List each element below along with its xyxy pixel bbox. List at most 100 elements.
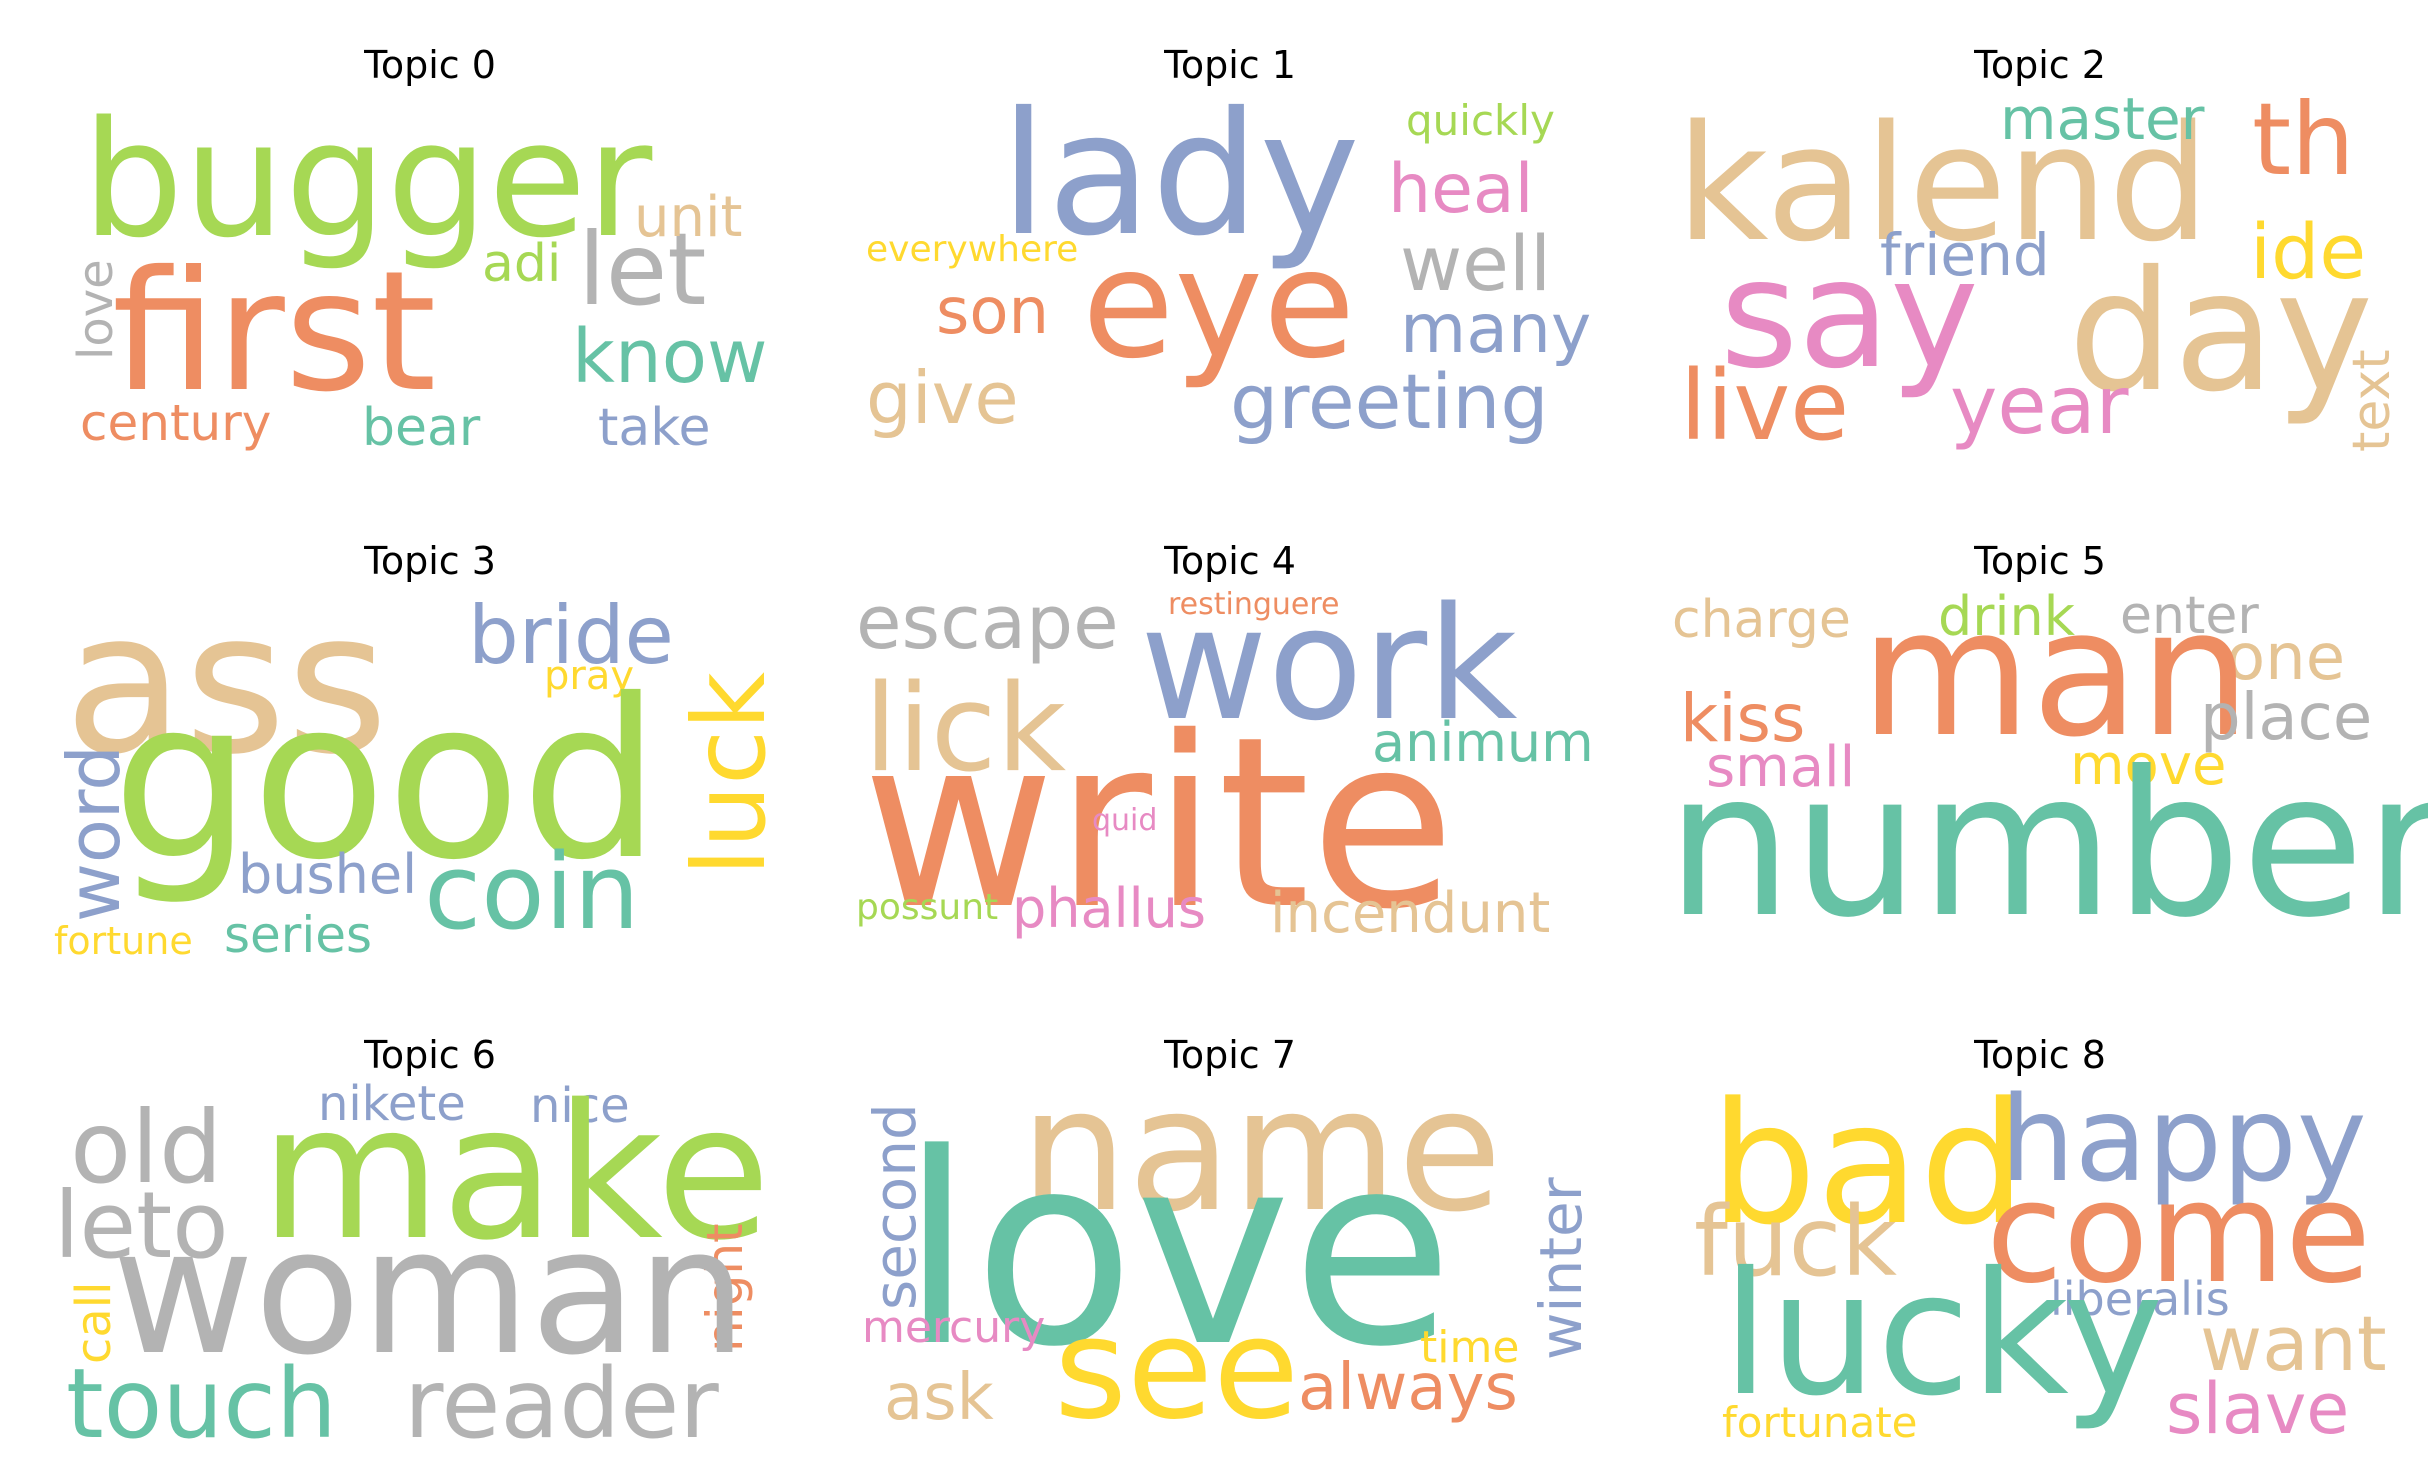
word-woman: woman: [112, 1191, 748, 1394]
word-one: one: [2226, 621, 2346, 695]
panel-title: Topic 8: [1974, 1033, 2106, 1077]
word-always: always: [1298, 1351, 1518, 1425]
wordcloud-topic-8: Topic 8 bad happy fuck come liberalis wa…: [1670, 1036, 2410, 1460]
panel-title: Topic 7: [1164, 1033, 1296, 1077]
word-coin: coin: [424, 831, 640, 953]
word-slave: slave: [2166, 1368, 2350, 1450]
word-place: place: [2200, 681, 2373, 755]
word-want: want: [2200, 1299, 2387, 1388]
word-happy: happy: [2000, 1070, 2367, 1208]
word-day: day: [2068, 236, 2374, 429]
word-nikete: nikete: [318, 1076, 466, 1132]
word-liberalis: liberalis: [2050, 1272, 2230, 1326]
word-time: time: [1420, 1322, 1520, 1373]
word-give: give: [866, 356, 1019, 440]
word-quid: quid: [1092, 803, 1158, 838]
word-ask: ask: [884, 1361, 994, 1435]
word-series: series: [224, 906, 373, 964]
wordcloud-topic-5: Topic 5 charge drink enter one man kiss …: [1666, 542, 2428, 966]
word-eye: eye: [1082, 218, 1356, 392]
word-many: many: [1400, 290, 1592, 369]
word-name: name: [1020, 1052, 1503, 1250]
word-touch: touch: [66, 1348, 337, 1460]
word-know: know: [572, 314, 768, 400]
word-leto: leto: [54, 1172, 229, 1279]
word-number: number: [1666, 729, 2428, 962]
wordcloud-topic-4: Topic 4 escape restinguere work lick ani…: [856, 542, 1600, 966]
wordcloud-topic-0: Topic 0 bugger first let know unit adi l…: [60, 46, 800, 470]
word-luck: luck: [671, 671, 788, 876]
word-nice: nice: [530, 1078, 630, 1134]
word-see: see: [1054, 1288, 1300, 1451]
word-century: century: [80, 394, 272, 452]
word-fortune: fortune: [54, 919, 193, 963]
word-bugger: bugger: [82, 86, 653, 273]
word-fuck: fuck: [1694, 1186, 1898, 1298]
word-ide: ide: [2250, 207, 2367, 296]
word-ass: ass: [64, 570, 389, 798]
word-unit: unit: [634, 185, 743, 250]
word-write: write: [862, 686, 1456, 961]
word-love: love: [68, 259, 124, 360]
panel-title: Topic 5: [1974, 539, 2106, 583]
word-reader: reader: [404, 1348, 719, 1460]
wordcloud-topic-6: Topic 6 old nikete nice make leto night …: [54, 1036, 800, 1460]
word-pray: pray: [544, 653, 635, 699]
word-son: son: [936, 275, 1050, 349]
word-let: let: [578, 211, 707, 328]
word-winter: winter: [1527, 1177, 1595, 1360]
wordcloud-topic-3: Topic 3 ass bride luck pray good word bu…: [52, 542, 800, 966]
word-live: live: [1680, 350, 1850, 462]
word-take: take: [598, 398, 711, 458]
word-escape: escape: [856, 580, 1119, 666]
word-man: man: [1860, 571, 2251, 776]
word-adi: adi: [482, 234, 562, 294]
word-enter: enter: [2120, 586, 2259, 646]
word-heal: heal: [1388, 150, 1534, 229]
wordcloud-topic-2: Topic 2 kalend master th friend ide say …: [1670, 46, 2410, 470]
word-small: small: [1706, 735, 1856, 800]
word-possunt: possunt: [856, 887, 999, 928]
word-animum: animum: [1372, 711, 1594, 774]
word-drink: drink: [1938, 585, 2075, 648]
word-master: master: [2000, 85, 2205, 153]
word-word: word: [52, 745, 136, 922]
word-bride: bride: [468, 589, 674, 682]
word-mercury: mercury: [862, 1302, 1046, 1353]
panel-title: Topic 2: [1974, 43, 2106, 87]
word-love: love: [900, 1098, 1454, 1405]
word-come: come: [1986, 1152, 2372, 1315]
panel-title: Topic 1: [1164, 43, 1296, 87]
word-fortunate: fortunate: [1722, 1398, 1918, 1447]
word-everywhere: everywhere: [866, 229, 1079, 270]
word-old: old: [70, 1089, 223, 1206]
panel-title: Topic 3: [364, 539, 496, 583]
word-first: first: [112, 236, 437, 429]
word-quickly: quickly: [1406, 96, 1555, 145]
word-text: text: [2342, 349, 2402, 452]
panel-title: Topic 6: [364, 1033, 496, 1077]
word-restinguere: restinguere: [1168, 587, 1340, 622]
word-phallus: phallus: [1012, 877, 1206, 940]
word-kiss: kiss: [1680, 680, 1806, 757]
word-bushel: bushel: [238, 843, 418, 906]
word-make: make: [260, 1064, 771, 1281]
word-friend: friend: [1880, 221, 2050, 289]
word-bad: bad: [1710, 1066, 2027, 1262]
panel-title: Topic 4: [1164, 539, 1296, 583]
word-kalend: kalend: [1676, 90, 2210, 277]
word-lick: lick: [864, 660, 1067, 799]
word-bear: bear: [362, 398, 481, 458]
word-year: year: [1950, 359, 2129, 452]
panel-title: Topic 0: [364, 43, 496, 87]
word-th: th: [2252, 81, 2355, 198]
word-charge: charge: [1672, 590, 1851, 650]
word-lucky: lucky: [1722, 1236, 2164, 1434]
wordcloud-topic-1: Topic 1 lady eye quickly heal well every…: [860, 46, 1600, 470]
word-good: good: [112, 652, 661, 908]
word-well: well: [1400, 219, 1552, 308]
word-work: work: [1140, 573, 1518, 755]
wordcloud-topic-7: Topic 7 name second love winter mercury …: [860, 1036, 1600, 1460]
word-greeting: greeting: [1230, 357, 1549, 446]
word-say: say: [1720, 228, 1979, 402]
